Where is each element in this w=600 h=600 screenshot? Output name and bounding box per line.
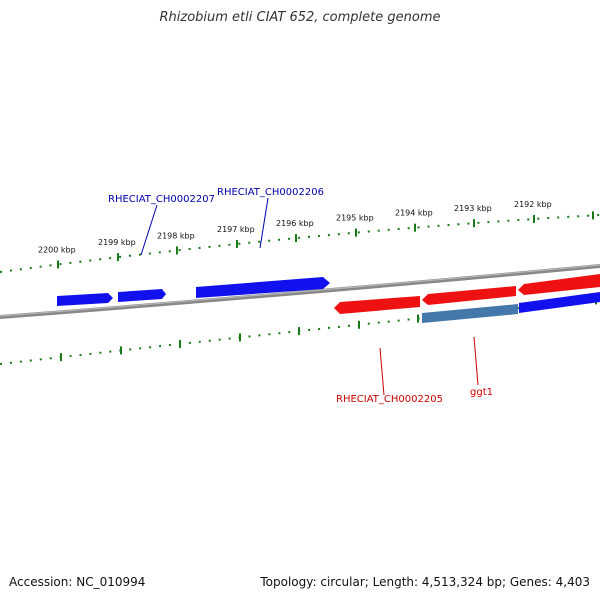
gene-label[interactable]: RHECIAT_CH0002207 bbox=[108, 194, 215, 205]
gene-arrow-forward[interactable] bbox=[519, 292, 600, 313]
label-leader-line bbox=[473, 336, 479, 386]
scale-tick-label: 2199 kbp bbox=[98, 238, 136, 247]
scale-tick-label: 2197 kbp bbox=[217, 225, 255, 234]
upper-tick-labels: 2200 kbp 2199 kbp 2198 kbp 2197 kbp 2196 kbp… bbox=[38, 200, 552, 254]
upper-major-ticks bbox=[57, 211, 594, 269]
scale-tick-label: 2193 kbp bbox=[454, 204, 492, 213]
upper-scale bbox=[0, 214, 600, 273]
scale-tick-label: 2200 kbp bbox=[38, 245, 76, 254]
map-title: Rhizobium etli CIAT 652, complete genome bbox=[159, 10, 441, 25]
forward-genes bbox=[57, 277, 600, 313]
gene-label[interactable]: ggt1 bbox=[470, 387, 493, 398]
accession-text: Accession: NC_010994 bbox=[9, 575, 146, 589]
scale-tick-label: 2196 kbp bbox=[276, 219, 314, 228]
genome-backbone bbox=[0, 264, 600, 319]
scale-tick-label: 2195 kbp bbox=[336, 214, 374, 223]
gene-arrow-reverse[interactable] bbox=[422, 286, 516, 305]
label-leader-line bbox=[259, 197, 269, 249]
gene-arrow-forward[interactable] bbox=[196, 277, 330, 298]
gene-label[interactable]: RHECIAT_CH0002205 bbox=[336, 394, 443, 405]
label-leader-line bbox=[379, 347, 385, 396]
label-leader-line bbox=[140, 204, 158, 256]
gene-arrow-reverse[interactable] bbox=[334, 296, 420, 314]
scale-tick-label: 2198 kbp bbox=[157, 231, 195, 240]
gene-arrow-forward[interactable] bbox=[57, 293, 113, 306]
gene-arrow-forward[interactable] bbox=[118, 289, 166, 302]
gene-ggt1-highlight[interactable] bbox=[422, 304, 518, 323]
scale-tick-label: 2192 kbp bbox=[514, 200, 552, 209]
scale-tick-label: 2194 kbp bbox=[395, 209, 433, 218]
gene-arrow-reverse[interactable] bbox=[518, 274, 600, 295]
genome-summary-text: Topology: circular; Length: 4,513,324 bp… bbox=[260, 575, 590, 589]
gene-label[interactable]: RHECIAT_CH0002206 bbox=[217, 187, 324, 198]
reverse-genes bbox=[334, 274, 600, 323]
